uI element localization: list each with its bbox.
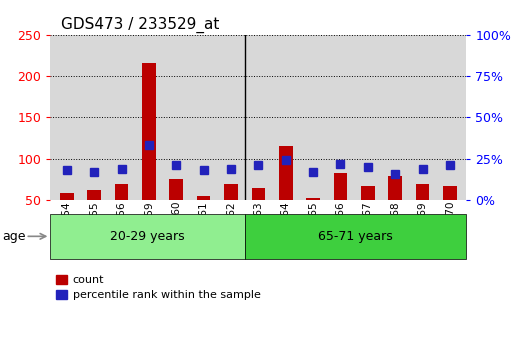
Bar (87, 190, 101, 242)
Bar (306, 198, 320, 241)
Text: GSM10356: GSM10356 (117, 201, 127, 257)
Text: GSM10365: GSM10365 (308, 201, 318, 257)
Bar (197, 196, 210, 241)
Bar (361, 186, 375, 242)
Text: GSM10364: GSM10364 (281, 201, 291, 257)
Bar (244, 214, 466, 259)
Bar (334, 173, 347, 242)
Text: GSM10354: GSM10354 (62, 201, 72, 257)
Text: GSM10369: GSM10369 (418, 201, 428, 257)
Text: 20-29 years: 20-29 years (110, 230, 185, 243)
Text: GSM10361: GSM10361 (199, 201, 209, 257)
Text: GSM10362: GSM10362 (226, 201, 236, 257)
Text: GDS473 / 233529_at: GDS473 / 233529_at (61, 17, 219, 33)
Bar (142, 63, 156, 242)
Bar (60, 194, 74, 241)
Bar (252, 188, 265, 241)
Bar (114, 184, 128, 242)
Text: GSM10366: GSM10366 (335, 201, 346, 257)
Text: age: age (3, 230, 26, 243)
Bar (416, 184, 429, 242)
Text: GSM10370: GSM10370 (445, 201, 455, 257)
Text: GSM10360: GSM10360 (171, 201, 181, 257)
Bar (170, 179, 183, 242)
Text: GSM10367: GSM10367 (363, 201, 373, 257)
Bar (224, 184, 238, 242)
Text: GSM10363: GSM10363 (253, 201, 263, 257)
Text: 65-71 years: 65-71 years (318, 230, 393, 243)
Bar (443, 186, 457, 242)
Legend: count, percentile rank within the sample: count, percentile rank within the sample (56, 275, 260, 300)
Text: GSM10355: GSM10355 (89, 201, 99, 257)
Text: GSM10359: GSM10359 (144, 201, 154, 257)
Bar (279, 146, 293, 242)
Text: GSM10368: GSM10368 (390, 201, 400, 257)
Bar (50, 214, 244, 259)
Bar (388, 176, 402, 242)
